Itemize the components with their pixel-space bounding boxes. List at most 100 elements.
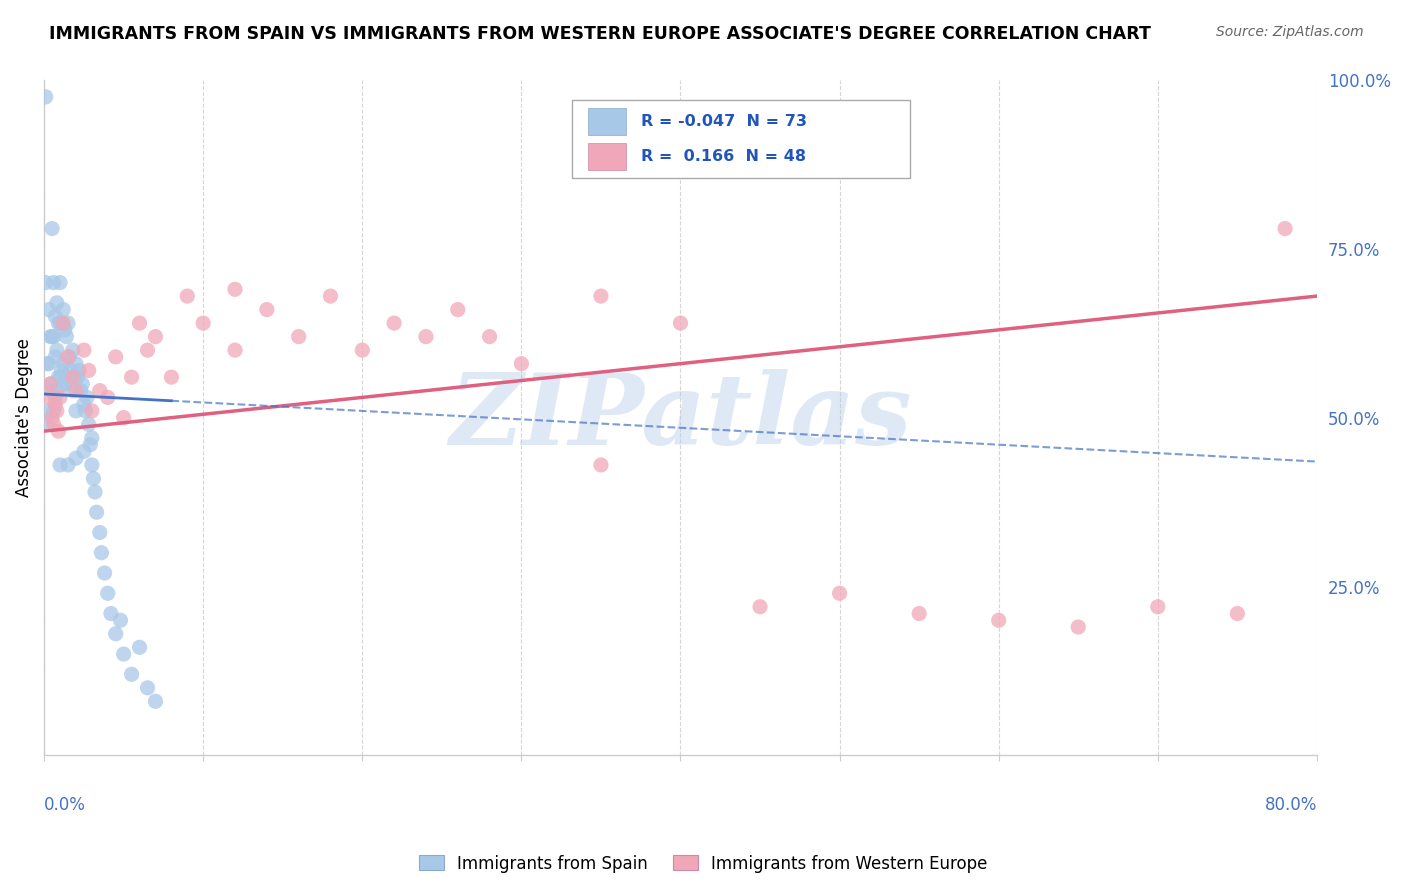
Point [589, 289, 612, 303]
Point [589, 458, 612, 472]
Point [52, 316, 75, 330]
Point [41, 329, 63, 343]
Point [49, 370, 72, 384]
Point [45, 343, 67, 358]
Text: 80.0%: 80.0% [1264, 796, 1317, 814]
Point [749, 599, 772, 614]
Point [79, 438, 101, 452]
Point [51, 363, 73, 377]
Point [510, 357, 533, 371]
Point [53, 376, 76, 391]
Point [41, 410, 63, 425]
Point [58, 350, 80, 364]
Point [86, 505, 108, 519]
Point [382, 316, 405, 330]
Point [42, 417, 65, 432]
Point [55, 376, 77, 391]
Point [38, 404, 60, 418]
Point [82, 471, 104, 485]
Point [97, 391, 120, 405]
Point [39, 329, 62, 343]
Point [121, 667, 143, 681]
Point [41, 221, 63, 235]
Point [53, 323, 76, 337]
Point [52, 357, 75, 371]
Point [69, 384, 91, 398]
Point [73, 444, 96, 458]
Point [48, 424, 70, 438]
Text: R =  0.166  N = 48: R = 0.166 N = 48 [641, 149, 806, 164]
Point [89, 384, 111, 398]
Point [65, 357, 87, 371]
Point [44, 310, 66, 324]
Point [1146, 599, 1168, 614]
Point [52, 302, 75, 317]
Point [136, 681, 159, 695]
Point [62, 384, 84, 398]
Point [1226, 607, 1249, 621]
Point [89, 525, 111, 540]
Point [44, 391, 66, 405]
Point [66, 370, 89, 384]
Point [48, 370, 70, 384]
Point [42, 276, 65, 290]
Point [80, 431, 103, 445]
Point [176, 289, 198, 303]
Point [56, 316, 79, 330]
Point [669, 316, 692, 330]
Point [45, 404, 67, 418]
Text: IMMIGRANTS FROM SPAIN VS IMMIGRANTS FROM WESTERN EUROPE ASSOCIATE'S DEGREE CORRE: IMMIGRANTS FROM SPAIN VS IMMIGRANTS FROM… [49, 25, 1152, 43]
Point [287, 329, 309, 343]
Point [41, 384, 63, 398]
Point [49, 316, 72, 330]
Point [478, 329, 501, 343]
Point [49, 276, 72, 290]
Point [908, 607, 931, 621]
Text: ZIPatlas: ZIPatlas [450, 369, 911, 466]
Point [93, 566, 115, 580]
Point [256, 302, 278, 317]
Point [38, 302, 60, 317]
Point [37, 417, 59, 432]
Point [73, 397, 96, 411]
Point [1274, 221, 1296, 235]
Point [828, 586, 851, 600]
Point [56, 370, 79, 384]
Point [65, 451, 87, 466]
Point [63, 370, 86, 384]
Point [73, 343, 96, 358]
Point [77, 363, 100, 377]
FancyBboxPatch shape [588, 108, 626, 136]
Point [76, 391, 98, 405]
Point [224, 282, 246, 296]
Point [160, 370, 183, 384]
Y-axis label: Associate's Degree: Associate's Degree [15, 338, 32, 497]
Point [415, 329, 437, 343]
Point [37, 357, 59, 371]
Point [145, 329, 167, 343]
Point [56, 458, 79, 472]
Point [90, 546, 112, 560]
Point [38, 357, 60, 371]
Point [80, 458, 103, 472]
Point [44, 397, 66, 411]
Point [110, 613, 132, 627]
Point [75, 404, 97, 418]
Point [62, 343, 84, 358]
Point [97, 586, 120, 600]
Legend: Immigrants from Spain, Immigrants from Western Europe: Immigrants from Spain, Immigrants from W… [412, 848, 994, 880]
Point [84, 485, 107, 500]
Point [44, 350, 66, 364]
Point [100, 607, 122, 621]
Text: Source: ZipAtlas.com: Source: ZipAtlas.com [1216, 25, 1364, 39]
Point [65, 404, 87, 418]
Point [60, 363, 83, 377]
Point [128, 640, 150, 655]
Point [121, 370, 143, 384]
Point [128, 316, 150, 330]
Point [112, 410, 135, 425]
Point [1067, 620, 1090, 634]
Point [224, 343, 246, 358]
Text: R = -0.047  N = 73: R = -0.047 N = 73 [641, 114, 807, 129]
Point [48, 316, 70, 330]
